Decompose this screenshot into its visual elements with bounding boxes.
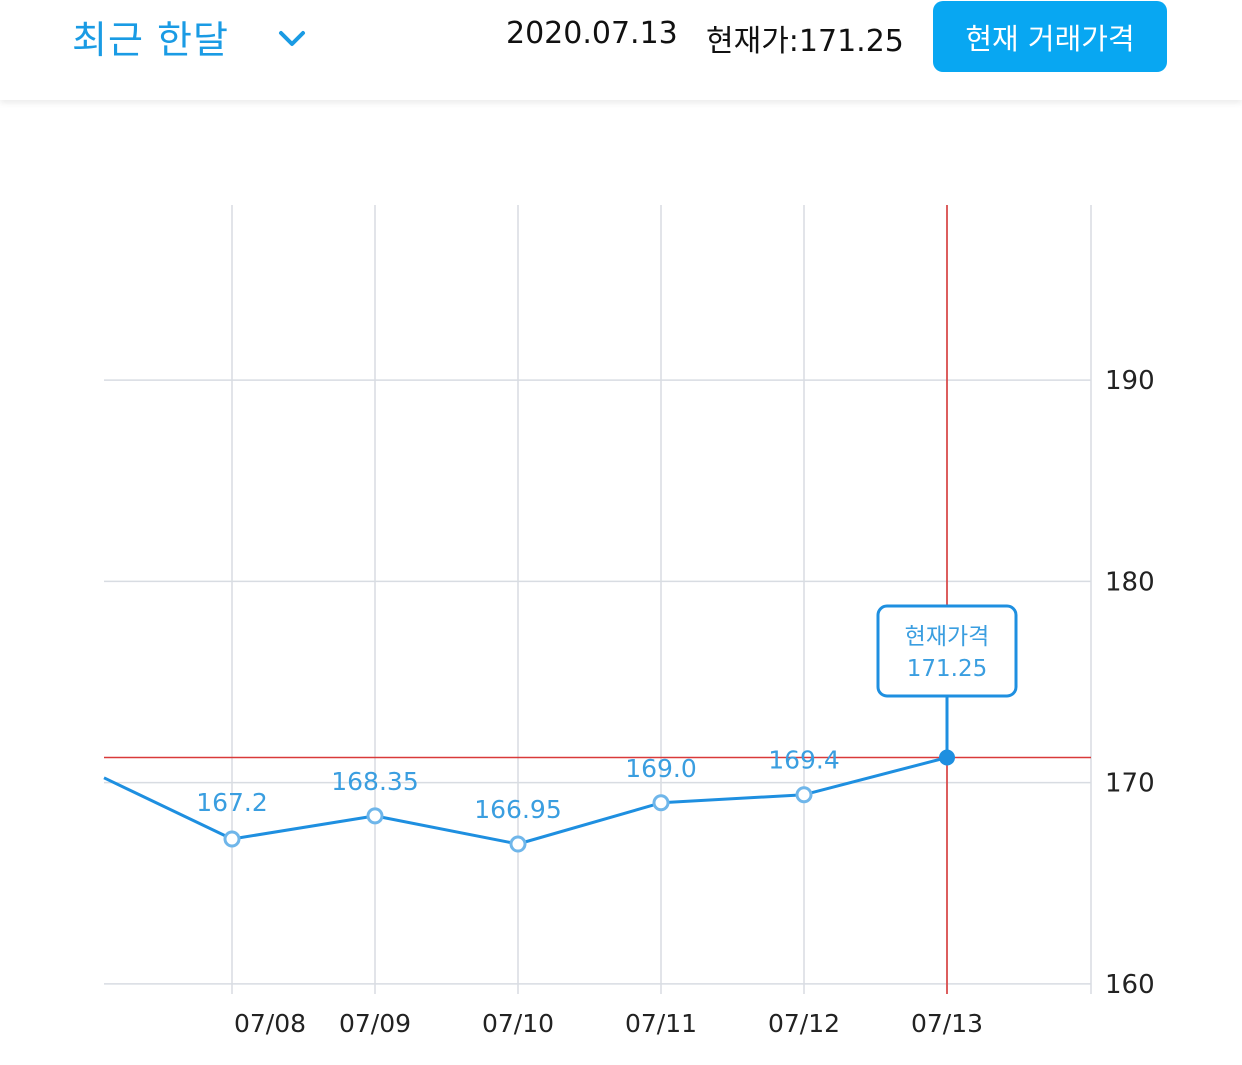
horizontal-gridlines: [104, 379, 1091, 985]
data-label: 166.95: [474, 795, 561, 824]
x-tick-label: 07/10: [482, 1009, 554, 1038]
crosshair: [104, 205, 1091, 994]
chevron-down-icon[interactable]: [277, 29, 307, 49]
data-point: [652, 794, 670, 812]
x-tick-label: 07/12: [768, 1009, 840, 1038]
data-labels: 167.2 168.35 166.95 169.0 169.4: [196, 746, 840, 824]
date-text: 2020.07.13: [506, 16, 678, 51]
data-label: 168.35: [331, 767, 418, 796]
x-tick-label: 07/11: [625, 1009, 697, 1038]
data-point: [795, 786, 813, 804]
price-tooltip: 현재가격 171.25: [876, 604, 1018, 758]
y-tick-label: 170: [1105, 769, 1155, 799]
data-point: [223, 830, 241, 848]
y-axis-labels: 160 170 180 190: [1105, 366, 1155, 1000]
vertical-gridlines: [231, 205, 1092, 994]
data-point: [509, 835, 527, 853]
data-label: 167.2: [196, 788, 268, 817]
tooltip-value: 171.25: [907, 656, 987, 682]
x-tick-label: 07/08: [234, 1009, 306, 1038]
current-trade-price-button[interactable]: 현재 거래가격: [933, 1, 1167, 72]
x-tick-label: 07/13: [911, 1009, 983, 1038]
data-point: [366, 807, 384, 825]
y-tick-label: 160: [1105, 970, 1155, 1000]
data-label: 169.0: [625, 754, 697, 783]
x-tick-label: 07/09: [339, 1009, 411, 1038]
y-tick-label: 180: [1105, 567, 1155, 597]
period-label: 최근 한달: [72, 17, 229, 62]
period-dropdown[interactable]: 최근 한달: [72, 8, 307, 64]
tooltip-title: 현재가격: [905, 624, 990, 650]
data-label: 169.4: [768, 746, 840, 775]
data-points: [223, 749, 955, 853]
x-axis-labels: 07/08 07/09 07/10 07/11 07/12 07/13: [234, 1009, 983, 1038]
header-bar: 최근 한달 2020.07.13 현재가:171.25 현재 거래가격: [0, 0, 1242, 100]
current-price-text: 현재가:171.25: [706, 24, 904, 59]
tooltip-box: [876, 604, 1018, 698]
y-tick-label: 190: [1105, 366, 1155, 396]
